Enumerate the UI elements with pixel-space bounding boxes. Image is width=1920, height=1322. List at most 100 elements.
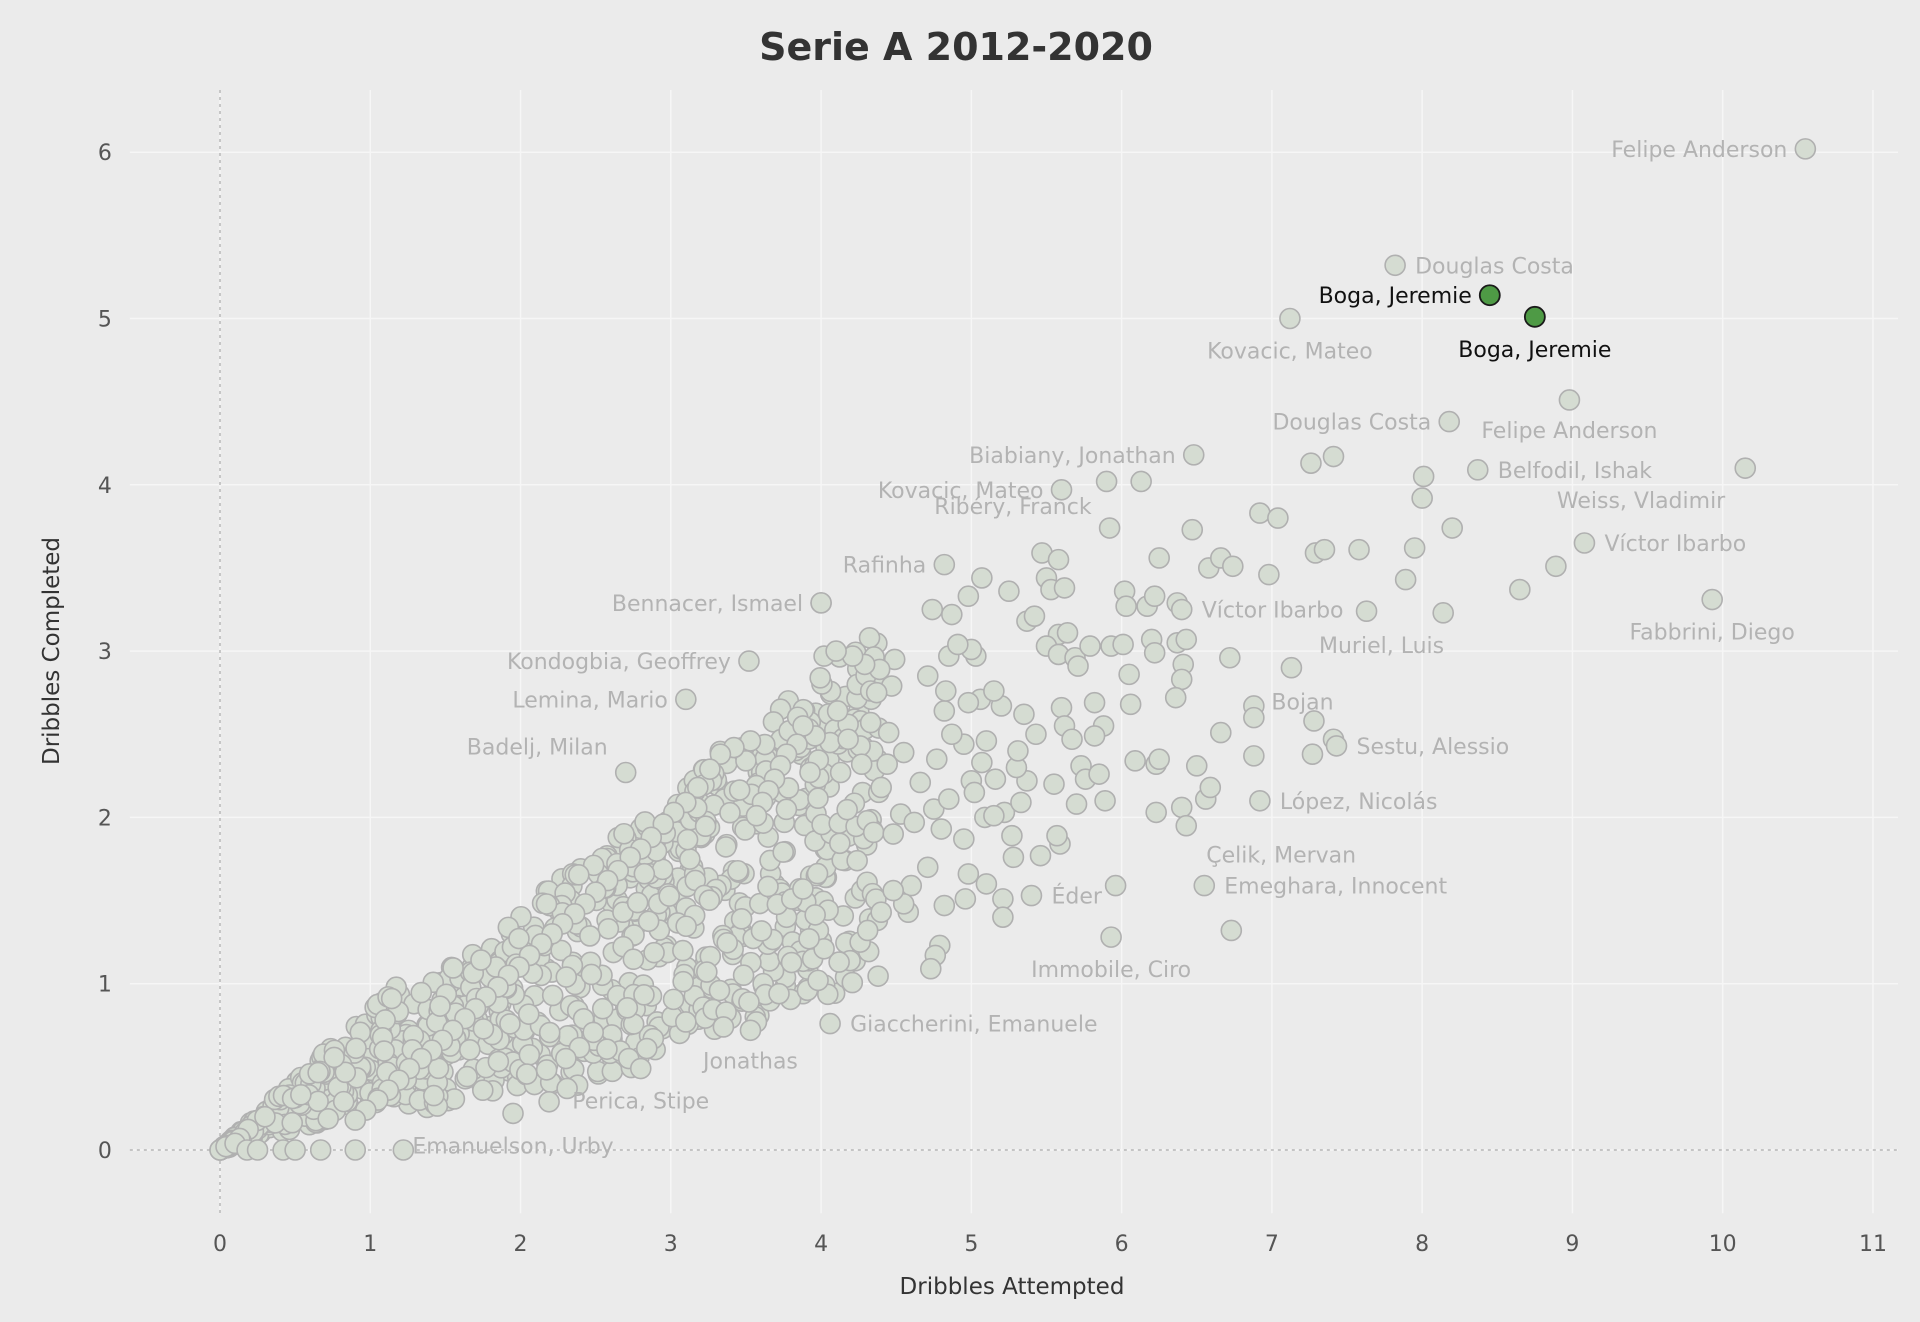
labeled-data-point [675,688,697,711]
data-point [246,1139,269,1161]
data-point [862,821,885,844]
data-point [1025,723,1047,746]
data-point [1010,791,1032,814]
data-point [555,966,578,988]
data-point [998,580,1020,603]
data-point [637,910,660,933]
labeled-data-point [1100,926,1122,948]
y-tick-label: 3 [98,640,112,665]
data-point [317,1107,340,1130]
data-point [727,859,749,882]
data-point [892,741,915,764]
point-label: Jonathas [701,1049,798,1074]
data-point [877,721,900,744]
data-point [826,700,849,722]
data-point [613,822,635,845]
data-point [933,894,956,917]
data-point [698,889,721,912]
point-label: Víctor Ibarbo [1202,599,1344,624]
data-point [1394,568,1417,591]
y-tick-label: 6 [98,141,112,166]
data-point [1267,507,1289,529]
labeled-data-point [1280,656,1303,679]
data-point [1313,538,1336,561]
labeled-data-point [1794,138,1817,160]
point-label: Douglas Costa [1272,411,1431,436]
data-point [792,715,814,737]
data-point [738,991,760,1013]
data-point [1118,663,1140,686]
labeled-data-point [1249,789,1271,812]
y-tick-label: 5 [98,308,112,333]
point-label: Perica, Stipe [572,1090,709,1115]
data-point [1043,773,1065,795]
data-point [516,1063,538,1085]
data-point [652,813,675,835]
data-point [837,728,859,751]
data-point [780,951,803,974]
labeled-data-point [502,1102,524,1125]
data-point [687,776,709,799]
highlighted-point-label: Boga, Jeremie [1458,338,1611,363]
data-point [708,979,731,1002]
data-point [1029,844,1052,867]
data-point [867,965,889,987]
point-label: Kovacic, Mateo [1207,340,1373,365]
point-label: Belfodil, Ishak [1498,459,1652,484]
data-point [1094,789,1116,812]
point-label: Muriel, Luis [1319,634,1444,659]
point-label: Immobile, Ciro [1031,958,1191,983]
data-point [935,680,957,702]
data-point [633,862,656,885]
data-point [882,879,905,902]
data-point [732,964,755,987]
data-point [1403,537,1426,559]
data-point [582,1021,604,1044]
data-point [712,1016,735,1038]
data-point [442,957,464,979]
data-point [344,1139,367,1161]
point-label: Kovacic, Mateo [878,479,1044,504]
point-label: Lemina, Mario [512,688,667,713]
data-point [334,1061,357,1084]
data-point [332,1090,355,1113]
data-point [971,751,993,774]
y-tick-label: 4 [98,474,112,499]
data-point [458,1039,481,1061]
data-point [1143,585,1166,608]
data-point [730,908,753,930]
data-point [1301,743,1324,766]
labeled-data-point [819,1012,841,1035]
data-point [921,598,944,621]
data-point [626,891,649,914]
data-point [662,988,685,1011]
x-tick-label: 10 [1709,1232,1737,1257]
data-point [643,941,665,964]
labeled-data-point [1701,588,1723,611]
data-point [883,648,906,671]
data-point [517,1003,540,1025]
data-point [947,633,969,656]
data-point [919,957,942,980]
data-point [410,981,433,1004]
data-point [472,1018,495,1040]
data-point [870,901,892,923]
data-point [841,971,864,994]
data-point [1047,548,1070,571]
data-point [804,904,826,926]
data-point [392,1139,415,1161]
data-point [1119,693,1142,716]
data-point [1199,776,1222,799]
data-point [775,798,798,821]
labeled-data-point [1558,389,1581,411]
data-point [828,951,850,973]
data-point [345,1037,367,1060]
data-point [635,1037,658,1060]
data-point [798,927,820,950]
data-point [735,750,757,772]
data-point [675,1011,697,1033]
data-point [579,925,601,947]
point-label: Bojan [1271,691,1333,716]
data-point [836,798,858,821]
